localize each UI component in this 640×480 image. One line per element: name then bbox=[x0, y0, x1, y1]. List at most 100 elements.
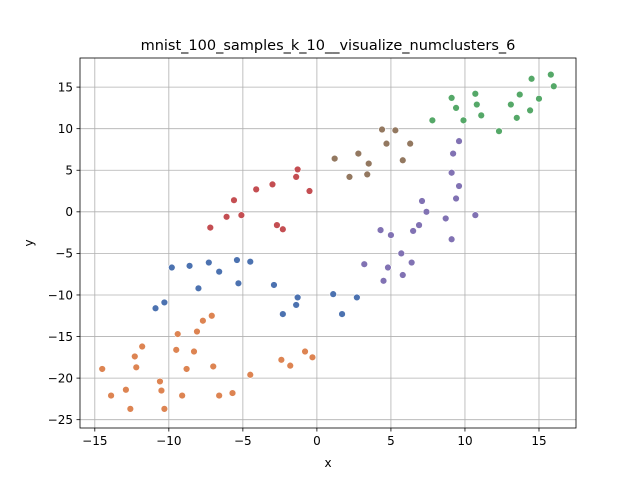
cluster-5-point bbox=[399, 271, 407, 279]
cluster-6-point bbox=[354, 149, 363, 158]
cluster-2-point bbox=[209, 362, 217, 371]
cluster-3-point bbox=[507, 100, 515, 109]
x-tick-label: −10 bbox=[156, 434, 181, 448]
cluster-1-point bbox=[270, 281, 278, 289]
cluster-2-point bbox=[126, 405, 135, 413]
plot-frame bbox=[79, 57, 577, 429]
cluster-6-point bbox=[330, 154, 339, 163]
cluster-3-point bbox=[473, 100, 481, 109]
x-tick-label: −5 bbox=[234, 434, 252, 448]
cluster-2-point bbox=[199, 317, 207, 325]
cluster-6-point bbox=[382, 139, 391, 148]
cluster-2-point bbox=[277, 356, 286, 364]
y-axis-ticks: −25 −20 −15 −10 −5 0 5 10 15 bbox=[48, 80, 80, 427]
cluster-2-point bbox=[156, 377, 164, 386]
x-tick-label: 5 bbox=[387, 434, 395, 448]
cluster-5-point bbox=[452, 194, 460, 203]
x-tick-label: 0 bbox=[313, 434, 321, 448]
cluster-2-point bbox=[193, 327, 201, 336]
cluster-6-point bbox=[365, 159, 373, 168]
cluster-1-point bbox=[205, 258, 213, 267]
cluster-2-point bbox=[246, 371, 254, 379]
cluster-5-point bbox=[360, 260, 368, 268]
cluster-2-point bbox=[228, 389, 237, 397]
cluster-6-point bbox=[406, 139, 414, 148]
cluster-5-point bbox=[447, 169, 456, 177]
y-tick-label: 5 bbox=[65, 164, 73, 178]
cluster-2-point bbox=[208, 312, 216, 320]
cluster-6-point bbox=[345, 173, 354, 181]
cluster-3-point bbox=[535, 95, 543, 103]
cluster-2-point bbox=[172, 346, 180, 354]
cluster-5-point bbox=[455, 182, 463, 190]
cluster-5-point bbox=[397, 249, 405, 258]
cluster-6-point bbox=[399, 156, 407, 164]
cluster-5-point bbox=[447, 235, 456, 243]
cluster-6-point bbox=[378, 125, 386, 134]
y-tick-label: 10 bbox=[58, 122, 73, 136]
cluster-3-point bbox=[495, 127, 503, 135]
cluster-2-point bbox=[98, 365, 106, 373]
cluster-1-point bbox=[246, 258, 254, 266]
y-tick-label: 0 bbox=[65, 205, 73, 219]
cluster-1-point bbox=[353, 293, 361, 302]
cluster-1-point bbox=[194, 284, 203, 293]
x-axis-label: x bbox=[324, 456, 331, 470]
cluster-3-point bbox=[550, 82, 558, 90]
axes-border bbox=[79, 57, 577, 429]
cluster-2-point bbox=[174, 330, 182, 338]
y-tick-label: −10 bbox=[48, 288, 73, 302]
y-tick-label: −25 bbox=[48, 413, 73, 427]
cluster-5-point bbox=[407, 258, 416, 267]
y-tick-label: −5 bbox=[55, 247, 73, 261]
data-points bbox=[98, 70, 558, 413]
cluster-1-point bbox=[234, 279, 243, 288]
y-tick-label: −20 bbox=[48, 371, 73, 385]
cluster-3-point bbox=[526, 106, 534, 115]
cluster-5-point bbox=[376, 226, 385, 234]
cluster-4-point bbox=[305, 187, 314, 195]
cluster-5-point bbox=[418, 197, 426, 205]
cluster-5-point bbox=[422, 208, 431, 216]
cluster-1-point bbox=[338, 310, 346, 318]
cluster-4-point bbox=[293, 165, 302, 174]
cluster-1-point bbox=[215, 267, 223, 276]
cluster-2-point bbox=[190, 347, 198, 356]
cluster-2-point bbox=[215, 391, 223, 400]
cluster-4-point bbox=[230, 196, 238, 204]
cluster-1-point bbox=[293, 293, 302, 302]
cluster-5-point bbox=[379, 277, 388, 285]
cluster-2-point bbox=[178, 391, 186, 400]
cluster-4-point bbox=[237, 211, 246, 219]
cluster-4-point bbox=[222, 213, 231, 221]
cluster-5-point bbox=[409, 227, 417, 235]
cluster-1-point bbox=[292, 301, 300, 309]
cluster-5-point bbox=[387, 231, 395, 239]
cluster-6-point bbox=[391, 126, 400, 135]
cluster-2-point bbox=[301, 347, 309, 356]
x-tick-label: 15 bbox=[531, 434, 546, 448]
cluster-3-point bbox=[428, 116, 437, 125]
cluster-4-point bbox=[279, 225, 287, 233]
cluster-5-point bbox=[442, 214, 450, 223]
x-axis-ticks: −15 −10 −5 0 5 10 15 bbox=[82, 428, 547, 448]
cluster-2-point bbox=[182, 365, 191, 373]
chart-title: mnist_100_samples_k_10__visualize_numclu… bbox=[141, 38, 516, 54]
cluster-2-point bbox=[138, 342, 146, 351]
cluster-3-point bbox=[547, 70, 555, 79]
cluster-3-point bbox=[459, 116, 468, 125]
cluster-1-point bbox=[233, 256, 241, 264]
cluster-4-point bbox=[292, 173, 300, 181]
cluster-1-point bbox=[279, 310, 287, 318]
cluster-2-point bbox=[107, 391, 115, 400]
cluster-5-point bbox=[455, 137, 463, 145]
cluster-1-point bbox=[185, 262, 194, 270]
y-tick-label: −15 bbox=[48, 330, 73, 344]
cluster-3-point bbox=[477, 111, 485, 120]
cluster-1-point bbox=[160, 298, 169, 307]
cluster-1-point bbox=[151, 304, 160, 312]
cluster-4-point bbox=[206, 223, 214, 232]
cluster-4-point bbox=[252, 185, 260, 194]
